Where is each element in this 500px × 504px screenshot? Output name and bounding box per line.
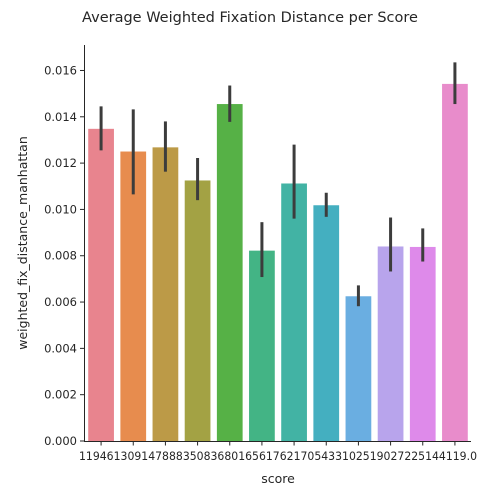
y-tick-label-4: 0.008 [44,249,77,263]
chart-title: Average Weighted Fixation Distance per S… [82,10,418,26]
bar-0 [88,128,114,441]
bar-6 [281,183,307,442]
bar-9 [377,246,404,441]
y-tick-label-0: 0.000 [44,434,77,448]
bar-11 [442,83,468,441]
bar-2 [152,147,179,441]
y-axis-label: weighted_fix_distance_manhattan [15,136,30,349]
bars-layer [88,83,468,442]
bar-3 [184,180,211,441]
y-ticks-layer: 0.000 0.002 0.004 0.006 0.008 0.010 0.012 0.014… [44,63,85,448]
y-tick-label-1: 0.002 [44,388,77,402]
y-tick-label-6: 0.012 [44,156,77,170]
bar-10 [409,246,436,441]
x-tick-labels-overlapping: 1194613091478883508368016561762170543310… [79,449,477,463]
bar-7 [313,205,340,441]
y-tick-label-7: 0.014 [44,110,77,124]
bar-1 [120,151,147,442]
error-bars-layer [99,62,457,307]
y-tick-label-8: 0.016 [44,63,77,77]
y-tick-label-3: 0.006 [44,295,77,309]
y-tick-label-2: 0.004 [44,341,77,355]
bar-4 [216,104,243,441]
x-ticks-layer: 1194613091478883508368016561762170543310… [79,441,477,463]
bar-8 [345,296,372,441]
bar-5 [249,250,275,441]
y-tick-label-5: 0.010 [44,202,77,216]
x-axis-label: score [261,471,295,486]
